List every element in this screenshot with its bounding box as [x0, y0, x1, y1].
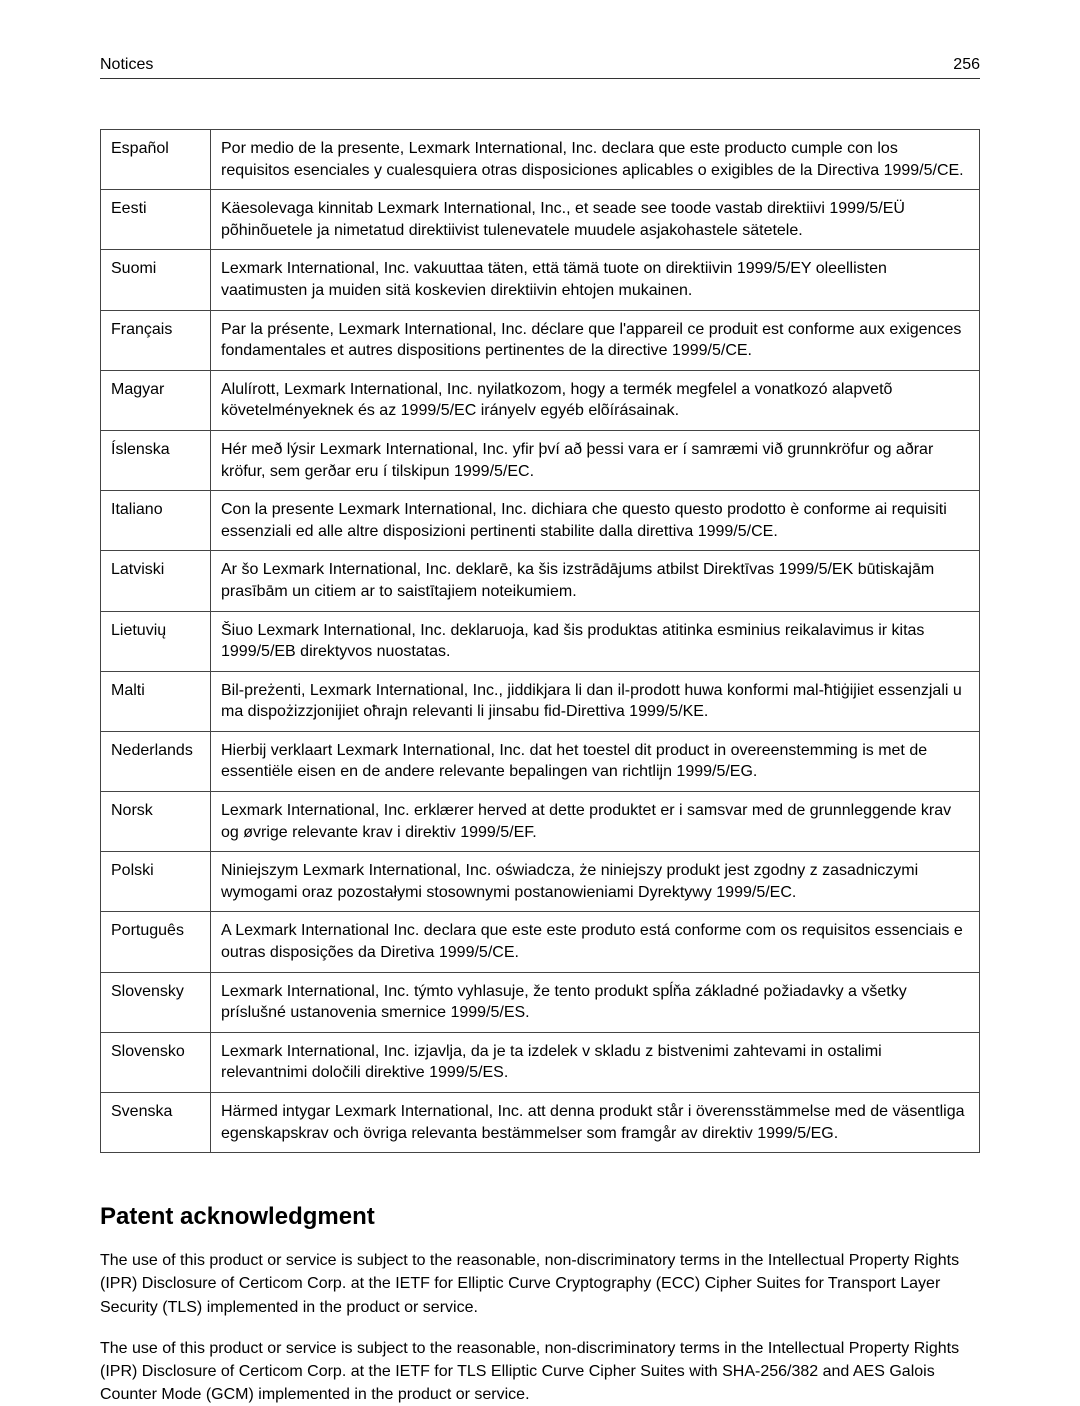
table-row: NederlandsHierbij verklaart Lexmark Inte…	[101, 731, 980, 791]
table-row: LietuviųŠiuo Lexmark International, Inc.…	[101, 611, 980, 671]
table-row: SlovenskoLexmark International, Inc. izj…	[101, 1032, 980, 1092]
page-number: 256	[953, 56, 980, 74]
language-cell: Malti	[101, 671, 211, 731]
statement-cell: Par la présente, Lexmark International, …	[211, 310, 980, 370]
language-cell: Norsk	[101, 792, 211, 852]
statement-cell: Lexmark International, Inc. izjavlja, da…	[211, 1032, 980, 1092]
body-paragraph: The use of this product or service is su…	[100, 1249, 980, 1319]
statement-cell: A Lexmark International Inc. declara que…	[211, 912, 980, 972]
table-row: NorskLexmark International, Inc. erklære…	[101, 792, 980, 852]
language-cell: Français	[101, 310, 211, 370]
table-row: MagyarAlulírott, Lexmark International, …	[101, 370, 980, 430]
language-cell: Lietuvių	[101, 611, 211, 671]
statement-cell: Bil-preżenti, Lexmark International, Inc…	[211, 671, 980, 731]
statement-cell: Lexmark International, Inc. týmto vyhlas…	[211, 972, 980, 1032]
statement-cell: Šiuo Lexmark International, Inc. deklaru…	[211, 611, 980, 671]
table-row: PortuguêsA Lexmark International Inc. de…	[101, 912, 980, 972]
statement-cell: Härmed intygar Lexmark International, In…	[211, 1093, 980, 1153]
language-cell: Português	[101, 912, 211, 972]
language-cell: Magyar	[101, 370, 211, 430]
table-row: SlovenskyLexmark International, Inc. tým…	[101, 972, 980, 1032]
body-paragraph: The use of this product or service is su…	[100, 1337, 980, 1406]
table-row: ItalianoCon la presente Lexmark Internat…	[101, 491, 980, 551]
table-row: SvenskaHärmed intygar Lexmark Internatio…	[101, 1093, 980, 1153]
table-row: EspañolPor medio de la presente, Lexmark…	[101, 130, 980, 190]
statement-cell: Con la presente Lexmark International, I…	[211, 491, 980, 551]
statement-cell: Ar šo Lexmark International, Inc. deklar…	[211, 551, 980, 611]
statement-cell: Lexmark International, Inc. vakuuttaa tä…	[211, 250, 980, 310]
section-title: Patent acknowledgment	[100, 1203, 980, 1231]
table-row: ÍslenskaHér með lýsir Lexmark Internatio…	[101, 430, 980, 490]
language-cell: Nederlands	[101, 731, 211, 791]
compliance-table-body: EspañolPor medio de la presente, Lexmark…	[101, 130, 980, 1153]
language-cell: Slovensky	[101, 972, 211, 1032]
table-row: MaltiBil-preżenti, Lexmark International…	[101, 671, 980, 731]
language-cell: Slovensko	[101, 1032, 211, 1092]
language-cell: Polski	[101, 852, 211, 912]
statement-cell: Hér með lýsir Lexmark International, Inc…	[211, 430, 980, 490]
language-cell: Eesti	[101, 190, 211, 250]
language-cell: Latviski	[101, 551, 211, 611]
table-row: EestiKäesolevaga kinnitab Lexmark Intern…	[101, 190, 980, 250]
language-cell: Svenska	[101, 1093, 211, 1153]
language-cell: Italiano	[101, 491, 211, 551]
table-row: FrançaisPar la présente, Lexmark Interna…	[101, 310, 980, 370]
language-cell: Suomi	[101, 250, 211, 310]
language-cell: Íslenska	[101, 430, 211, 490]
language-cell: Español	[101, 130, 211, 190]
table-row: PolskiNiniejszym Lexmark International, …	[101, 852, 980, 912]
page-header: Notices 256	[100, 56, 980, 79]
statement-cell: Por medio de la presente, Lexmark Intern…	[211, 130, 980, 190]
statement-cell: Hierbij verklaart Lexmark International,…	[211, 731, 980, 791]
statement-cell: Niniejszym Lexmark International, Inc. o…	[211, 852, 980, 912]
compliance-table: EspañolPor medio de la presente, Lexmark…	[100, 129, 980, 1153]
table-row: SuomiLexmark International, Inc. vakuutt…	[101, 250, 980, 310]
header-section-label: Notices	[100, 56, 153, 74]
statement-cell: Käesolevaga kinnitab Lexmark Internation…	[211, 190, 980, 250]
table-row: LatviskiAr šo Lexmark International, Inc…	[101, 551, 980, 611]
statement-cell: Alulírott, Lexmark International, Inc. n…	[211, 370, 980, 430]
statement-cell: Lexmark International, Inc. erklærer her…	[211, 792, 980, 852]
